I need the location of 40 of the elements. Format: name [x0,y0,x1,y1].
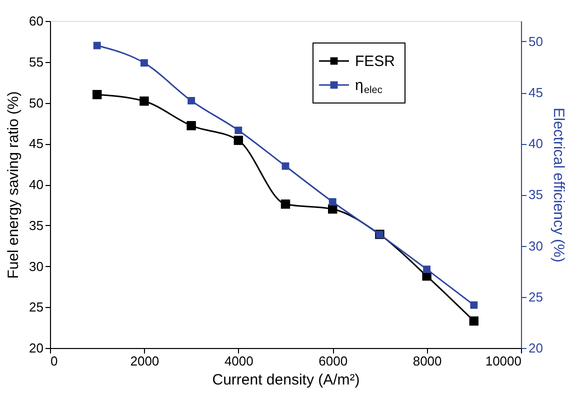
y-tick-label: 30 [29,258,44,274]
y2-tick-label: 25 [528,289,543,304]
y2-tick-label: 50 [528,34,543,49]
point [140,59,148,67]
y-tick-label: 35 [29,218,44,233]
y-tick-label: 45 [29,136,44,152]
y-tick-label: 55 [29,54,44,70]
point [93,42,101,50]
x-tick-label: 4000 [224,354,254,368]
point [282,162,290,170]
point [186,121,196,130]
point [328,198,336,206]
y-axis-title: Fuel energy saving ratio (%) [5,91,22,279]
x-tick-label: 10000 [485,354,522,368]
x-tick-label: 8000 [412,354,442,368]
y-tick-label: 40 [29,177,44,192]
point [423,266,431,274]
y2-tick-label: 35 [528,187,543,202]
y-tick-label: 25 [29,300,44,315]
point [234,126,242,134]
y2-tick-label: 30 [528,238,543,254]
y2-tick-label: 20 [528,340,543,356]
x-tick-label: 2000 [130,354,160,368]
y2-axis-title: Electrical efficiency (%) [550,108,567,262]
point [280,200,290,209]
y2-tick-label: 45 [528,85,543,100]
point [470,301,478,309]
point [140,96,149,106]
y2-tick-label: 40 [528,136,543,152]
point [188,97,196,104]
y-tick-label: 50 [29,95,44,110]
point [234,136,244,145]
x-axis-title: Current density (A/m²) [212,372,360,388]
y-tick-label: 20 [29,340,44,356]
x-tick-label: 6000 [318,354,348,368]
x-tick-label: 0 [50,354,58,368]
y-tick-label: 60 [29,14,44,28]
point [469,316,479,326]
legend-label: FESR [355,53,396,70]
point [92,90,102,100]
